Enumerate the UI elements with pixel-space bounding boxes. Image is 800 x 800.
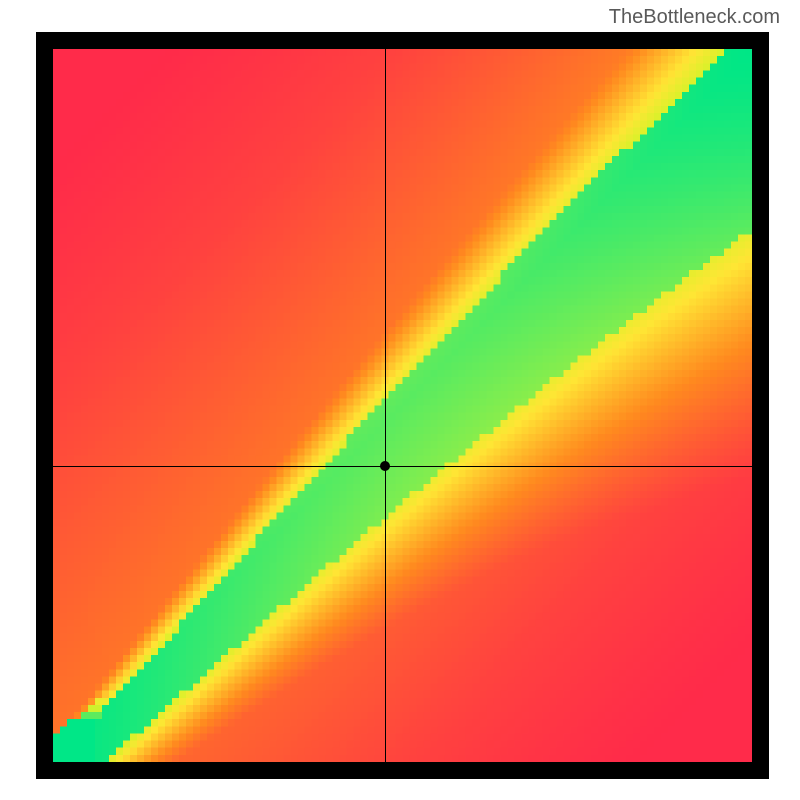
crosshair-horizontal [53,466,752,467]
frame-border-left [36,32,53,779]
watermark-text: TheBottleneck.com [609,6,780,29]
frame-border-right [752,32,769,779]
heatmap-canvas [53,49,752,762]
frame-border-bottom [36,762,769,779]
frame-border-top [36,32,769,49]
crosshair-vertical [385,49,386,762]
data-point-marker [380,461,390,471]
plot-area [53,49,752,762]
